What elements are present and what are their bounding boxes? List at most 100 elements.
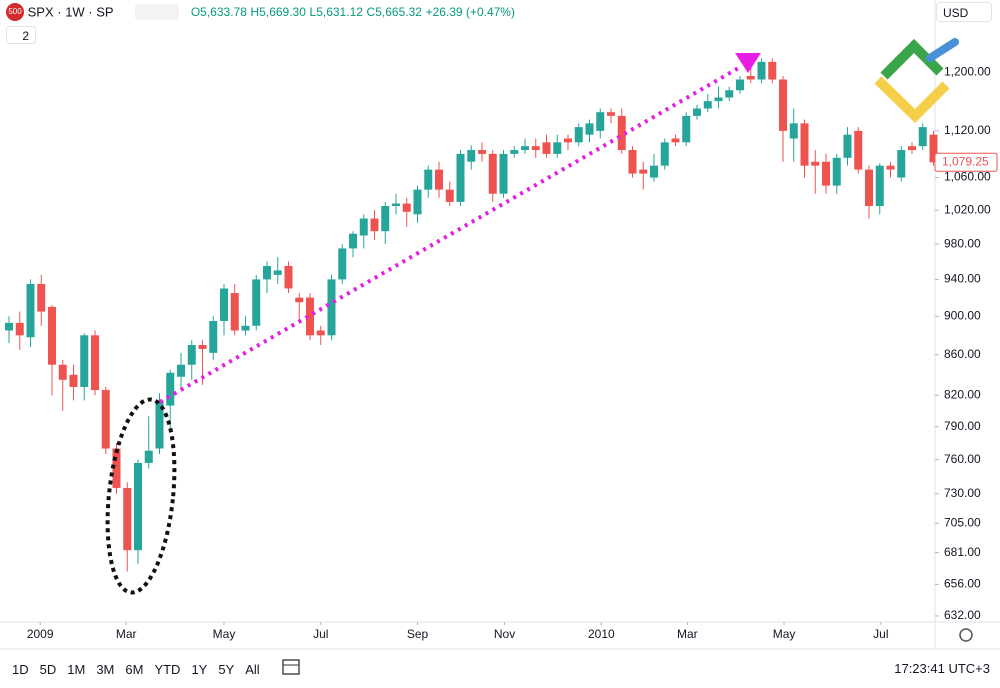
candle-body	[123, 487, 132, 551]
logo	[874, 38, 959, 124]
y-tick-label: 1,020.00	[944, 202, 991, 216]
candle-body	[209, 320, 218, 353]
calendar-frame	[282, 659, 300, 675]
candle-body	[714, 97, 723, 102]
candle-body	[402, 203, 411, 212]
x-tick-label: Nov	[494, 627, 515, 641]
candle-body	[424, 169, 433, 190]
candle-body	[768, 61, 777, 80]
x-tick-label: 2009	[27, 627, 54, 641]
candle-body	[639, 169, 648, 174]
timeframe-button[interactable]: 3M	[96, 662, 115, 677]
candle-body	[553, 142, 562, 154]
y-tick-label: 1,200.00	[944, 65, 991, 79]
candle-body	[671, 138, 680, 143]
candle-body	[628, 150, 637, 174]
candle-body	[134, 462, 142, 551]
candle-body	[241, 325, 250, 331]
candle-body	[897, 150, 906, 178]
candle-body	[865, 169, 873, 207]
candle-body	[101, 390, 110, 449]
candle-body	[736, 79, 744, 91]
timeframe-button[interactable]: All	[245, 662, 260, 677]
candle-body	[832, 157, 841, 186]
candle-body	[789, 123, 798, 139]
y-tick-label: 1,120.00	[944, 123, 991, 137]
timeframe-button[interactable]: 1Y	[191, 662, 208, 677]
header: 500 SPX · 1W · SP O5,633.78 H5,669.30 L5…	[6, 3, 515, 21]
candle-body	[542, 142, 551, 154]
y-tick-label: 790.00	[944, 419, 981, 433]
y-tick-label: 940.00	[944, 272, 981, 286]
indicators-toggle[interactable]: 2	[6, 26, 36, 44]
candle-body	[370, 218, 379, 232]
x-tick-label: 2010	[588, 627, 615, 641]
timeframe-button[interactable]: 6M	[125, 662, 144, 677]
candle-body	[359, 218, 368, 236]
candle-body	[306, 297, 314, 336]
axes: 632.00 656.00 681.00 705.00 730.00 760.00 790.…	[27, 65, 991, 642]
candle-body	[144, 450, 153, 463]
candle-body	[413, 189, 422, 215]
timeframe-button[interactable]: 5D	[39, 662, 57, 677]
status-pill[interactable]	[135, 4, 180, 20]
clock: 17:23:41 UTC+3	[894, 661, 990, 676]
y-tick-label: 1,060.00	[944, 170, 991, 184]
candle-body	[585, 123, 594, 135]
candle-body	[316, 330, 325, 336]
candle-body	[456, 153, 465, 202]
candle-body	[445, 189, 454, 202]
candle-body	[166, 372, 175, 406]
candle-body	[198, 345, 207, 349]
timeframe-button[interactable]: YTD	[154, 662, 181, 677]
candle-body	[349, 233, 357, 249]
arrow-head	[735, 53, 761, 73]
candle-body	[435, 169, 443, 190]
candle-body	[564, 138, 572, 143]
annotations	[105, 53, 761, 595]
candle-body	[338, 248, 347, 280]
timeframe-button[interactable]: 5Y	[218, 662, 235, 677]
settings-icon[interactable]	[959, 628, 973, 642]
ohlc-open: O5,633.78	[190, 5, 247, 19]
timeframe-button[interactable]: 1D	[12, 662, 29, 677]
ohlc-high: H5,669.30	[250, 5, 306, 19]
candle-body	[37, 283, 46, 312]
timeframe-button[interactable]: 1M	[67, 662, 86, 677]
symbol[interactable]: SPX · 1W · SP	[27, 4, 114, 20]
candle-body	[822, 161, 830, 186]
candle-body	[886, 165, 895, 170]
candle-body	[757, 61, 766, 80]
candle-body	[843, 134, 852, 158]
candle-body	[908, 146, 916, 151]
ohlc-low: L5,631.12	[309, 5, 363, 19]
candle-body	[177, 364, 185, 377]
candle-body	[295, 297, 304, 303]
x-tick-label: Jul	[313, 627, 328, 641]
candle-body	[5, 322, 13, 331]
trend-arrow	[159, 64, 743, 404]
y-tick-label: 632.00	[944, 608, 981, 622]
y-tick-label: 760.00	[944, 452, 981, 466]
candle-body	[155, 400, 164, 449]
ohlc-change: +26.39 (+0.47%)	[425, 5, 515, 19]
candle-body	[746, 75, 755, 80]
candle-body	[112, 448, 121, 488]
candle-body	[467, 150, 476, 162]
logo-green	[880, 38, 944, 80]
candle-body	[488, 153, 497, 194]
candle-body	[499, 153, 508, 194]
candle-body	[779, 79, 787, 131]
candle-body	[392, 203, 400, 207]
candle-body	[69, 374, 78, 387]
candle-body	[918, 127, 927, 147]
calendar-icon[interactable]	[282, 659, 300, 675]
logo-yellow	[874, 76, 950, 124]
currency-button[interactable]: USD	[936, 2, 992, 22]
candle-body	[929, 134, 938, 163]
candle-body	[811, 161, 820, 166]
candle-body	[91, 335, 99, 391]
candle-body	[725, 90, 734, 98]
